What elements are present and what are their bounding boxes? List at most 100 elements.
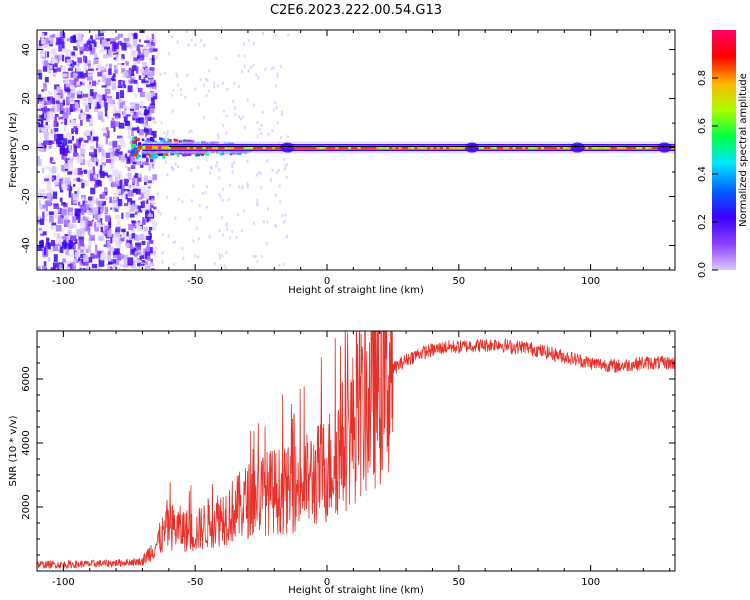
heatmap-ridge-core-cell (205, 145, 209, 150)
heatmap-noise-cell (128, 69, 135, 76)
heatmap-faint-cell (252, 41, 255, 45)
heatmap-ridge-core-cell (405, 145, 409, 150)
heatmap-noise-cell (137, 59, 140, 65)
heatmap-noise-cell (98, 203, 104, 211)
heatmap-ridge-core-cell (560, 145, 564, 150)
heatmap-faint-cell (197, 237, 200, 241)
y-tick-label: 6000 (21, 366, 32, 391)
heatmap-noise-cell (66, 96, 70, 105)
heatmap-faint-cell (225, 131, 228, 135)
heatmap-noise-cell (113, 172, 117, 177)
heatmap-noise-cell (67, 91, 71, 95)
heatmap-noise-cell (114, 248, 120, 255)
heatmap-faint-cell (256, 202, 259, 206)
heatmap-noise-cell (127, 85, 133, 93)
heatmap-noise-cell (47, 242, 51, 250)
heatmap-faint-cell (181, 246, 184, 250)
heatmap-noise-cell (117, 85, 123, 89)
heatmap-ridge-core-cell (430, 145, 434, 150)
heatmap-ridge-core-cell (316, 145, 320, 150)
heatmap-noise-cell (118, 254, 125, 259)
heatmap-noise-cell (146, 199, 149, 205)
heatmap-noise-cell (87, 227, 91, 236)
heatmap-ridge-core-cell (234, 145, 238, 150)
heatmap-noise-cell (76, 187, 81, 195)
heatmap-noise-cell (112, 255, 119, 259)
heatmap-faint-cell (220, 253, 223, 257)
heatmap-noise-cell (87, 103, 92, 109)
heatmap-noise-cell (61, 202, 66, 206)
heatmap-noise-cell (97, 219, 101, 223)
heatmap-noise-cell (63, 153, 67, 162)
heatmap-faint-cell (161, 233, 164, 237)
heatmap-faint-cell (284, 164, 287, 168)
heatmap-noise-cell (89, 168, 94, 174)
heatmap-noise-cell (110, 158, 114, 166)
heatmap-noise-cell (55, 99, 60, 104)
heatmap-noise-cell (144, 40, 150, 43)
heatmap-noise-cell (58, 116, 64, 120)
heatmap-noise-cell (42, 101, 48, 106)
heatmap-noise-cell (107, 175, 110, 178)
heatmap-faint-cell (233, 106, 236, 110)
colorbar-tick-label: 0.6 (697, 118, 708, 134)
heatmap-ridge-core-cell (177, 145, 181, 150)
heatmap-noise-cell (45, 37, 49, 45)
heatmap-noise-cell (79, 148, 86, 154)
heatmap-noise-cell (145, 106, 150, 114)
heatmap-faint-cell (216, 161, 219, 165)
heatmap-ridge-bulge (657, 142, 672, 153)
heatmap-noise-cell (106, 115, 110, 119)
heatmap-noise-cell (56, 236, 61, 245)
heatmap-noise-cell (94, 184, 99, 188)
heatmap-ridge-core-cell (265, 145, 269, 150)
y-tick-label: 2000 (21, 494, 32, 519)
heatmap-noise-cell (39, 115, 46, 119)
heatmap-faint-cell (174, 162, 177, 166)
heatmap-noise-cell (86, 40, 92, 49)
heatmap-ridge-core-cell (357, 145, 361, 150)
heatmap-noise-cell (123, 116, 128, 122)
heatmap-noise-cell (152, 206, 157, 210)
heatmap-ridge-core-cell (401, 145, 405, 150)
heatmap-noise-cell (150, 82, 156, 86)
heatmap-noise-cell (144, 115, 149, 124)
heatmap-faint-cell (198, 204, 201, 208)
heatmap-noise-cell (142, 200, 145, 208)
heatmap-noise-cell (61, 41, 65, 49)
heatmap-ridge-core-cell (506, 145, 510, 150)
heatmap-noise-cell (79, 73, 84, 77)
heatmap-noise-cell (55, 138, 62, 145)
heatmap-noise-cell (96, 64, 102, 69)
heatmap-noise-cell (127, 189, 134, 197)
heatmap-noise-cell (76, 208, 82, 213)
heatmap-faint-cell (203, 116, 206, 120)
heatmap-faint-cell (148, 262, 151, 266)
heatmap-transition-cell (132, 141, 136, 145)
heatmap-noise-cell (88, 207, 91, 211)
heatmap-noise-cell (67, 247, 70, 252)
heatmap-noise-cell (151, 215, 156, 224)
heatmap-noise-cell (76, 41, 80, 48)
heatmap-noise-cell (48, 145, 52, 149)
heatmap-noise-cell (37, 108, 43, 112)
heatmap-noise-cell (124, 120, 130, 126)
heatmap-noise-cell (59, 31, 63, 37)
heatmap-faint-cell (272, 108, 275, 112)
heatmap-noise-cell (79, 81, 83, 85)
heatmap-noise-cell (93, 157, 97, 165)
heatmap-noise-cell (60, 121, 64, 125)
heatmap-noise-cell (110, 120, 116, 129)
heatmap-faint-cell (194, 254, 197, 258)
heatmap-faint-cell (163, 131, 166, 135)
heatmap-noise-cell (145, 266, 150, 270)
heatmap-noise-cell (138, 221, 142, 225)
heatmap-ridge-core-cell (313, 145, 317, 150)
heatmap-noise-cell (117, 151, 123, 155)
heatmap-noise-cell (76, 67, 80, 72)
heatmap-noise-cell (65, 266, 70, 270)
heatmap-ridge-core-cell (341, 145, 345, 150)
heatmap-noise-cell (137, 126, 140, 134)
heatmap-faint-cell (250, 65, 253, 69)
heatmap-ridge-core-cell (253, 145, 257, 150)
